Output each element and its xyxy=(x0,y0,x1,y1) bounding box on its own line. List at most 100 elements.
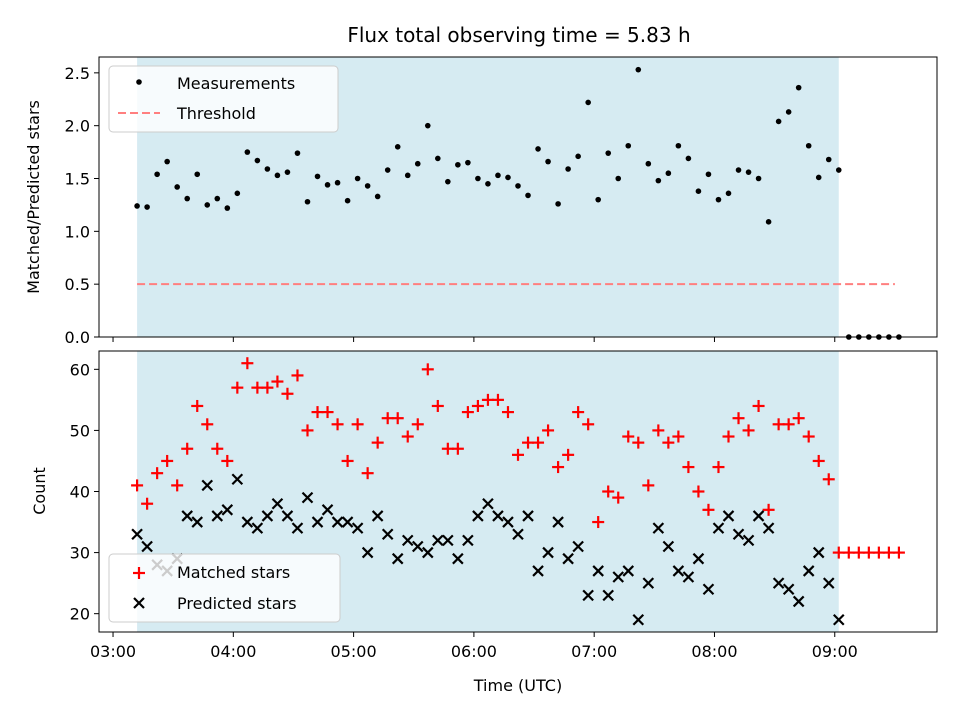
predicted-star-point xyxy=(602,589,614,602)
matched-star-point xyxy=(241,357,254,370)
matched-star-point xyxy=(892,546,905,559)
matched-star-point xyxy=(592,516,605,529)
predicted-star-point xyxy=(291,522,304,534)
bottom-y-tick-label: 50 xyxy=(70,421,90,440)
predicted-star-point xyxy=(381,528,394,541)
measurement-point xyxy=(214,195,221,202)
predicted-star-point xyxy=(131,528,143,541)
predicted-star-point xyxy=(722,510,735,522)
measurement-point xyxy=(795,84,802,91)
matched-star-point xyxy=(441,442,454,455)
matched-star-point xyxy=(712,461,725,474)
predicted-star-point xyxy=(712,522,725,534)
bottom-y-tick-label: 60 xyxy=(70,360,90,379)
top-legend-box xyxy=(108,65,339,133)
measurement-point xyxy=(304,198,311,205)
measurement-point xyxy=(164,158,170,165)
top-y-tick-label: 2.5 xyxy=(65,64,90,83)
top-y-tick-label: 1.5 xyxy=(65,170,90,189)
legend-matched-marker xyxy=(133,567,145,579)
matched-star-point xyxy=(231,381,244,394)
ratio-panel: 0.0 0.5 1.0 1.5 2.0 2.5 Matched/Predicted sta… xyxy=(24,56,938,347)
matched-star-point xyxy=(481,393,494,406)
measurement-point xyxy=(805,142,812,149)
predicted-star-point xyxy=(702,583,715,596)
matched-star-point xyxy=(752,399,765,412)
measurement-point xyxy=(715,196,722,203)
predicted-star-point xyxy=(792,595,805,608)
matched-star-point xyxy=(411,418,424,431)
measurement-point xyxy=(535,146,541,152)
predicted-star-point xyxy=(762,522,775,534)
matched-star-point xyxy=(762,503,775,516)
measurement-point xyxy=(555,201,561,207)
measurement-point xyxy=(645,160,652,167)
matched-star-point xyxy=(602,485,615,498)
measurement-point xyxy=(825,156,832,163)
measurement-point xyxy=(154,171,160,178)
measurement-point xyxy=(404,172,411,179)
measurement-point xyxy=(354,175,361,182)
legend-measurements-label: Measurements xyxy=(177,74,295,93)
predicted-star-point xyxy=(422,546,434,559)
predicted-star-point xyxy=(191,516,204,528)
predicted-star-point xyxy=(311,516,324,528)
measurement-point xyxy=(735,167,742,173)
measurement-point xyxy=(134,203,140,209)
top-axes-frame xyxy=(98,56,938,338)
measurement-point xyxy=(665,170,672,177)
measurement-point xyxy=(264,166,271,172)
measurement-point xyxy=(655,177,662,184)
measurement-point xyxy=(515,183,521,189)
predicted-star-point xyxy=(341,516,354,528)
matched-star-point xyxy=(852,546,865,559)
matched-star-point xyxy=(401,430,414,443)
matched-star-point xyxy=(742,424,755,437)
predicted-star-point xyxy=(241,516,254,528)
x-tick-label: 05:00 xyxy=(331,642,377,661)
top-y-tick-label: 0.5 xyxy=(65,275,90,294)
matched-star-point xyxy=(451,442,464,455)
predicted-star-point xyxy=(492,510,504,522)
count-panel: 03:00 04:00 05:00 06:00 07:00 08:00 09:00 20 30… xyxy=(30,350,938,695)
legend-predicted-marker xyxy=(133,597,145,609)
matched-star-point xyxy=(341,454,354,467)
measurement-point xyxy=(525,192,531,199)
x-tick-label: 04:00 xyxy=(210,642,256,661)
bottom-y-tick-label: 20 xyxy=(70,605,90,624)
predicted-star-point xyxy=(271,497,284,510)
predicted-star-point xyxy=(472,510,484,522)
matched-star-point xyxy=(652,424,665,437)
predicted-star-point xyxy=(371,510,384,522)
x-tick-label: 07:00 xyxy=(571,642,617,661)
matched-star-point xyxy=(291,369,304,382)
matched-star-point xyxy=(802,430,815,443)
matched-star-point xyxy=(351,418,364,431)
x-tick-label: 08:00 xyxy=(691,642,737,661)
matched-star-point xyxy=(391,412,404,425)
matched-star-point xyxy=(211,442,224,455)
bottom-y-tick-label: 30 xyxy=(70,544,90,563)
top-y-tick-label: 1.0 xyxy=(65,222,90,241)
predicted-star-point xyxy=(512,528,524,541)
measurement-point xyxy=(705,171,712,178)
predicted-star-point xyxy=(752,510,765,522)
bottom-y-tick-label: 40 xyxy=(70,483,90,502)
predicted-star-point xyxy=(562,552,574,565)
measurement-point xyxy=(675,142,682,149)
matched-star-point xyxy=(301,424,314,437)
matched-star-point xyxy=(191,399,204,412)
matched-star-point xyxy=(141,497,154,510)
matched-star-point xyxy=(331,418,344,431)
predicted-star-point xyxy=(462,534,474,547)
predicted-star-point xyxy=(612,571,625,583)
x-tick-label: 06:00 xyxy=(451,642,497,661)
predicted-star-point xyxy=(672,565,685,577)
matched-star-point xyxy=(431,399,444,412)
measurement-point xyxy=(615,175,622,182)
predicted-star-point xyxy=(452,552,464,565)
measurement-point xyxy=(495,172,501,179)
matched-star-point xyxy=(622,430,635,443)
bottom-axes-frame xyxy=(98,350,938,633)
predicted-star-point xyxy=(632,614,645,626)
